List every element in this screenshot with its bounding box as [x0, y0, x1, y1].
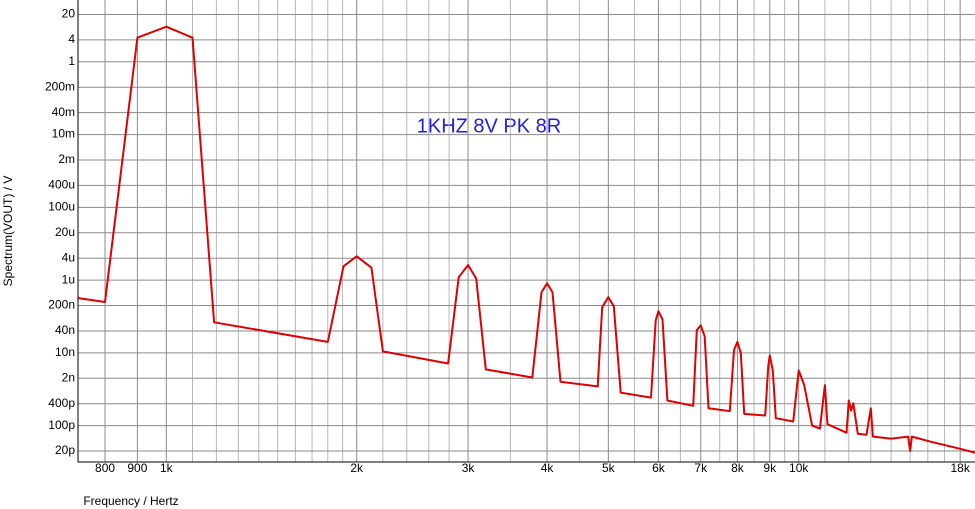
- y-tick-label: 10m: [52, 127, 75, 141]
- y-tick-label: 1u: [62, 272, 75, 286]
- y-tick-label: 2n: [62, 370, 75, 384]
- y-tick-label: 100p: [48, 418, 75, 432]
- x-axis-label: Frequency / Hertz: [83, 494, 178, 508]
- x-tick-label: 5k: [602, 461, 616, 475]
- x-tick-label: 800: [95, 461, 115, 475]
- grid: [78, 0, 975, 462]
- y-tick-label: 200m: [45, 79, 75, 93]
- x-tick-label: 900: [127, 461, 147, 475]
- y-tick-label: 40n: [55, 323, 75, 337]
- y-tick-label: 4: [68, 32, 75, 46]
- y-tick-label: 400p: [48, 396, 75, 410]
- y-tick-label: 4u: [62, 250, 75, 264]
- y-tick-label: 400u: [48, 178, 75, 192]
- x-tick-label: 18k: [950, 461, 970, 475]
- y-tick-label: 1: [68, 54, 75, 68]
- x-tick-label: 2k: [350, 461, 364, 475]
- y-tick-label: 20p: [55, 443, 75, 457]
- x-tick-label: 9k: [763, 461, 777, 475]
- x-tick-label: 3k: [462, 461, 476, 475]
- y-tick-label: 100u: [48, 200, 75, 214]
- x-tick-label: 8k: [731, 461, 745, 475]
- x-tick-label: 4k: [541, 461, 555, 475]
- series-line: [78, 25, 975, 454]
- annotation: 1KHZ 8V PK 8R: [417, 115, 562, 137]
- y-axis-label: Spectrum(VOUT) / V: [1, 176, 15, 287]
- y-tick-label: 200n: [48, 298, 75, 312]
- y-tick-label: 40m: [52, 105, 75, 119]
- y-tick-label: 10n: [55, 345, 75, 359]
- y-tick-label: 2m: [58, 152, 75, 166]
- x-tick-label: 10k: [789, 461, 809, 475]
- x-tick-label: 6k: [652, 461, 666, 475]
- y-tick-label: 20: [62, 7, 76, 21]
- x-tick-label: 1k: [160, 461, 174, 475]
- x-tick-label: 7k: [694, 461, 708, 475]
- y-tick-label: 20u: [55, 225, 75, 239]
